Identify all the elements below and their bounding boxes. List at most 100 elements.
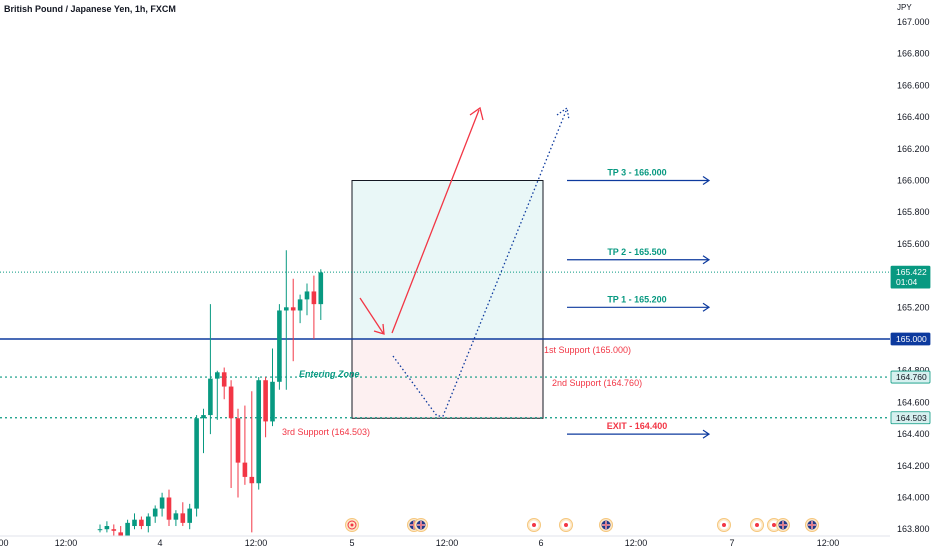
- economic-events[interactable]: [345, 518, 819, 532]
- candle-body: [256, 380, 261, 484]
- bullish-arrowhead: [469, 106, 484, 121]
- candle-body: [139, 519, 144, 527]
- event-dot: [350, 523, 354, 527]
- candle: [208, 304, 213, 435]
- time-tick-label: 5: [349, 538, 354, 548]
- event-flag-icon[interactable]: [414, 518, 428, 532]
- time-tick-label: 12:00: [817, 538, 840, 548]
- candle-body: [228, 386, 234, 419]
- candle-body: [290, 307, 296, 311]
- event-dot-icon[interactable]: [750, 518, 764, 532]
- scenario-paths: [359, 106, 711, 439]
- event-dot-icon[interactable]: [717, 518, 731, 532]
- candle-body: [242, 462, 248, 477]
- candle: [159, 492, 165, 517]
- candle-body: [146, 516, 151, 527]
- candle-body: [284, 307, 289, 311]
- candle-body: [249, 476, 255, 484]
- tp3-arrow-arrowhead: [702, 176, 711, 185]
- badge-value: 164.503: [896, 413, 927, 423]
- support-2-label[interactable]: 2nd Support (164.760): [552, 378, 642, 388]
- event-flag-icon[interactable]: [805, 518, 819, 532]
- exit-label[interactable]: EXIT - 164.400: [607, 421, 668, 431]
- candle: [180, 502, 186, 527]
- tp3-label[interactable]: TP 3 - 166.000: [607, 168, 666, 178]
- candle-body: [166, 497, 172, 520]
- candle: [235, 408, 241, 498]
- price-badge: 164.760: [890, 370, 931, 384]
- candle-body: [208, 378, 213, 416]
- candle-body: [201, 415, 206, 419]
- event-dot: [772, 523, 776, 527]
- price-tick-label: 164.400: [897, 429, 930, 439]
- candle: [318, 269, 324, 320]
- candle-body: [180, 513, 186, 523]
- alternate-scenario-arrowhead: [556, 106, 570, 121]
- support-3-label[interactable]: 3rd Support (164.503): [282, 427, 370, 437]
- candle-body: [152, 508, 158, 517]
- candle: [311, 275, 317, 339]
- event-flag-icon[interactable]: [599, 518, 613, 532]
- price-tick-label: 164.200: [897, 461, 930, 471]
- stop-zone: [352, 339, 543, 419]
- candle-body: [97, 529, 103, 531]
- event-dot: [722, 523, 726, 527]
- time-tick-label: 12:00: [55, 538, 78, 548]
- tp2-label[interactable]: TP 2 - 165.500: [607, 247, 666, 257]
- price-tick-label: 166.400: [897, 112, 930, 122]
- tp2-arrow-arrowhead: [702, 255, 711, 265]
- candle-body: [159, 497, 165, 509]
- candle-body: [311, 291, 317, 305]
- event-dot-icon[interactable]: [559, 518, 573, 532]
- time-tick-label: 4: [157, 538, 162, 548]
- candle: [97, 524, 103, 533]
- event-dot: [564, 523, 568, 527]
- time-axis[interactable]: 12:00 4 12:00 5 12:00 6 12:00 7 12:00:00: [0, 538, 839, 548]
- candle: [187, 503, 192, 530]
- tp1-arrow-arrowhead: [702, 302, 711, 312]
- candle-body: [277, 310, 282, 382]
- price-tick-label: 164.000: [897, 493, 930, 503]
- badge-value: 165.422: [896, 267, 927, 277]
- candle: [139, 516, 144, 530]
- candle-body: [221, 372, 227, 387]
- candle: [221, 367, 227, 400]
- price-tick-label: 163.800: [897, 524, 930, 534]
- candle: [256, 377, 261, 490]
- exit-arrow-arrowhead: [702, 429, 711, 439]
- entering-zone-label[interactable]: Entering Zone: [299, 369, 360, 379]
- candle: [194, 415, 199, 517]
- candle: [228, 380, 234, 488]
- candle: [104, 521, 110, 533]
- badge-value: 165.000: [896, 334, 927, 344]
- price-tick-label: 165.200: [897, 302, 930, 312]
- candle: [249, 391, 255, 533]
- event-dot: [532, 523, 536, 527]
- badge-value: 164.760: [896, 372, 927, 382]
- event-dot-icon[interactable]: [527, 518, 541, 532]
- candle: [263, 377, 268, 438]
- event-flag-icon[interactable]: [776, 518, 790, 532]
- take-profit-zone: [352, 180, 543, 339]
- candle: [242, 405, 248, 485]
- candle-body: [215, 372, 220, 379]
- event-red-circle-icon[interactable]: [345, 518, 359, 532]
- pullback-arrowhead: [373, 323, 385, 335]
- tp1-label[interactable]: TP 1 - 165.200: [607, 294, 666, 304]
- price-tick-label: 166.200: [897, 144, 930, 154]
- price-tick-label: 166.800: [897, 49, 930, 59]
- event-dot: [755, 523, 759, 527]
- price-tick-label: 165.800: [897, 207, 930, 217]
- candle: [201, 408, 206, 454]
- candle-body: [304, 291, 310, 300]
- time-tick-label: 12:00: [625, 538, 648, 548]
- badge-box: [890, 332, 931, 346]
- candle-body: [194, 418, 199, 509]
- candle-body: [111, 529, 117, 531]
- support-1-label[interactable]: 1st Support (165.000): [544, 345, 631, 355]
- price-tick-label: 166.600: [897, 80, 930, 90]
- candle: [173, 510, 179, 527]
